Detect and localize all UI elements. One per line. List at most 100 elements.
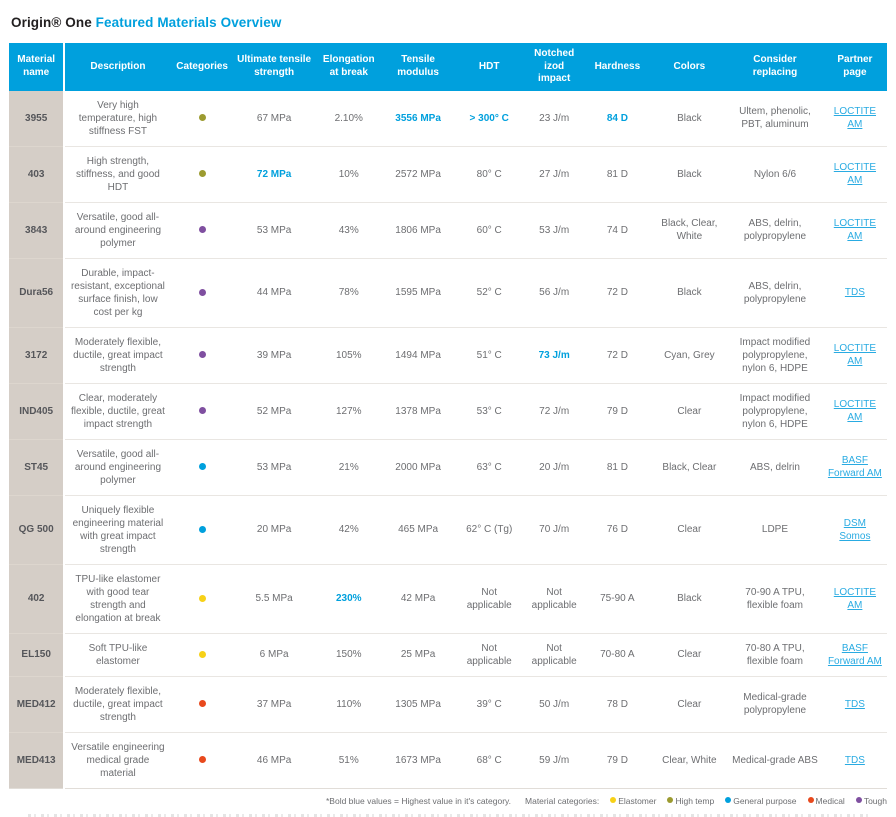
partner-page-link[interactable]: TDS [844, 698, 865, 710]
consider-replacing-cell: 70-90 A TPU, flexible foam [727, 564, 823, 634]
partner-page-link[interactable]: TDS [844, 287, 865, 298]
partner-page-link[interactable]: DSM Somos [839, 517, 871, 542]
table-footnote: *Bold blue values = Highest value in it'… [9, 796, 887, 806]
description-cell: TPU-like elastomer with good tear streng… [64, 564, 171, 634]
elongation-at-break-cell: 51% [314, 732, 383, 789]
notched-izod-impact-cell: 20 J/m [525, 439, 584, 496]
partner-page-cell: TDS [822, 732, 887, 789]
partner-page-cell: LOCTITE AM [822, 383, 887, 440]
partner-page-link[interactable]: TDS [844, 754, 865, 766]
category-dot [198, 114, 206, 122]
partner-page-cell: LOCTITE AM [822, 327, 887, 384]
partner-page-link[interactable]: BASF Forward AM [827, 455, 882, 479]
consider-replacing-cell: ABS, delrin, polypropylene [727, 258, 823, 328]
legend-category-label: High temp [675, 795, 715, 806]
partner-page-cell: TDS [822, 676, 887, 733]
description-cell: Soft TPU-like elastomer [64, 633, 171, 677]
category-cell [170, 564, 234, 634]
hardness-cell: 79 D [583, 383, 652, 440]
elongation-at-break-cell: 2.10% [314, 90, 383, 147]
category-legend: Elastomer High temp General purpose Medical… [599, 796, 887, 806]
material-name-cell: 3843 [9, 202, 66, 259]
category-cell [170, 383, 234, 440]
partner-page-cell: DSM Somos [822, 495, 887, 565]
elongation-at-break-cell: 42% [314, 495, 383, 565]
hdt-cell: 53° C [453, 383, 526, 440]
page-title-highlight: Featured Materials Overview [95, 15, 282, 30]
notched-izod-impact-cell: 27 J/m [525, 146, 584, 203]
partner-page-cell: BASF Forward AM [822, 439, 887, 496]
partner-page-link[interactable]: LOCTITE AM [833, 343, 877, 367]
tensile-modulus-cell: 42 MPa [382, 564, 454, 634]
notched-izod-impact-cell: 59 J/m [525, 732, 584, 789]
colors-cell: Black, Clear, White [651, 202, 728, 259]
column-header: Colors [651, 43, 728, 91]
table-row: QG 500 Uniquely flexible engineering mate… [9, 495, 887, 565]
notched-izod-impact-cell: Not applicable [525, 633, 584, 677]
colors-cell: Clear [651, 383, 728, 440]
ultimate-tensile-strength-cell: 5.5 MPa [233, 564, 315, 634]
description-cell: Moderately flexible, ductile, great impa… [64, 676, 171, 733]
hardness-cell: 81 D [583, 439, 652, 496]
legend-category-label: Elastomer [618, 795, 657, 806]
notched-izod-impact-cell: 72 J/m [525, 383, 584, 440]
description-cell: Versatile, good all-around engineering p… [64, 439, 171, 496]
ultimate-tensile-strength-cell: 37 MPa [233, 676, 315, 733]
legend-item: High temp [667, 796, 714, 806]
ultimate-tensile-strength-cell: 46 MPa [233, 732, 315, 789]
tensile-modulus-cell: 1673 MPa [382, 732, 454, 789]
category-dot [198, 463, 206, 471]
table-row: 3172 Moderately flexible, ductile, great … [9, 327, 887, 384]
column-header: Material name [9, 43, 66, 91]
tensile-modulus-cell: 465 MPa [382, 495, 454, 565]
material-name-cell: Dura56 [9, 258, 66, 328]
description-cell: Uniquely flexible engineering material w… [64, 495, 171, 565]
partner-page-link[interactable]: LOCTITE AM [833, 399, 877, 423]
hdt-cell: 62° C (Tg) [453, 495, 526, 565]
material-name-cell: 3955 [9, 90, 66, 147]
category-cell [170, 495, 234, 565]
hardness-cell: 76 D [583, 495, 652, 565]
table-row: MED413 Versatile engineering medical grad… [9, 732, 887, 789]
partner-page-link[interactable]: LOCTITE AM [833, 106, 877, 130]
colors-cell: Clear [651, 676, 728, 733]
tensile-modulus-cell: 1595 MPa [382, 258, 454, 328]
description-cell: Durable, impact-resistant, exceptional s… [64, 258, 171, 328]
category-cell [170, 258, 234, 328]
description-cell: Versatile, good all-around engineering p… [64, 202, 171, 259]
tensile-modulus-cell: 2000 MPa [382, 439, 454, 496]
hdt-cell: 68° C [453, 732, 526, 789]
material-name-cell: EL150 [9, 633, 66, 677]
legend-item: Elastomer [610, 796, 656, 806]
partner-page-cell: LOCTITE AM [822, 146, 887, 203]
partner-page-link[interactable]: LOCTITE AM [833, 218, 877, 242]
partner-page-link[interactable]: LOCTITE AM [833, 586, 877, 611]
table-row: MED412 Moderately flexible, ductile, grea… [9, 676, 887, 733]
description-cell: High strength, stiffness, and good HDT [64, 146, 171, 203]
colors-cell: Black [651, 146, 728, 203]
partner-page-cell: LOCTITE AM [822, 564, 887, 634]
ultimate-tensile-strength-cell: 67 MPa [233, 90, 315, 147]
hardness-cell: 72 D [583, 327, 652, 384]
consider-replacing-cell: ABS, delrin, polypropylene [727, 202, 823, 259]
elongation-at-break-cell: 21% [314, 439, 383, 496]
hdt-cell: 52° C [453, 258, 526, 328]
material-name-cell: QG 500 [9, 495, 66, 565]
elongation-at-break-cell: 43% [314, 202, 383, 259]
description-cell: Very high temperature, high stiffness FS… [64, 90, 171, 147]
bold-blue-note: *Bold blue values = Highest value in it'… [325, 795, 512, 806]
legend-category-dot [610, 797, 617, 804]
category-dot [198, 288, 206, 296]
legend-category-label: Medical [815, 795, 845, 806]
partner-page-link[interactable]: LOCTITE AM [833, 162, 877, 186]
hdt-cell: 60° C [453, 202, 526, 259]
legend-item: Medical [807, 795, 845, 806]
table-row: EL150 Soft TPU-like elastomer 6 MPa 150% 25 … [9, 633, 887, 677]
column-header: Elongation at break [314, 43, 383, 91]
elongation-at-break-cell: 110% [314, 676, 383, 733]
description-cell: Clear, moderately flexible, ductile, gre… [64, 383, 171, 440]
consider-replacing-cell: Ultem, phenolic, PBT, aluminum [727, 90, 823, 147]
partner-page-link[interactable]: BASF Forward AM [827, 642, 882, 667]
consider-replacing-cell: Impact modified polypropylene, nylon 6, … [727, 383, 823, 440]
colors-cell: Black [651, 564, 728, 634]
